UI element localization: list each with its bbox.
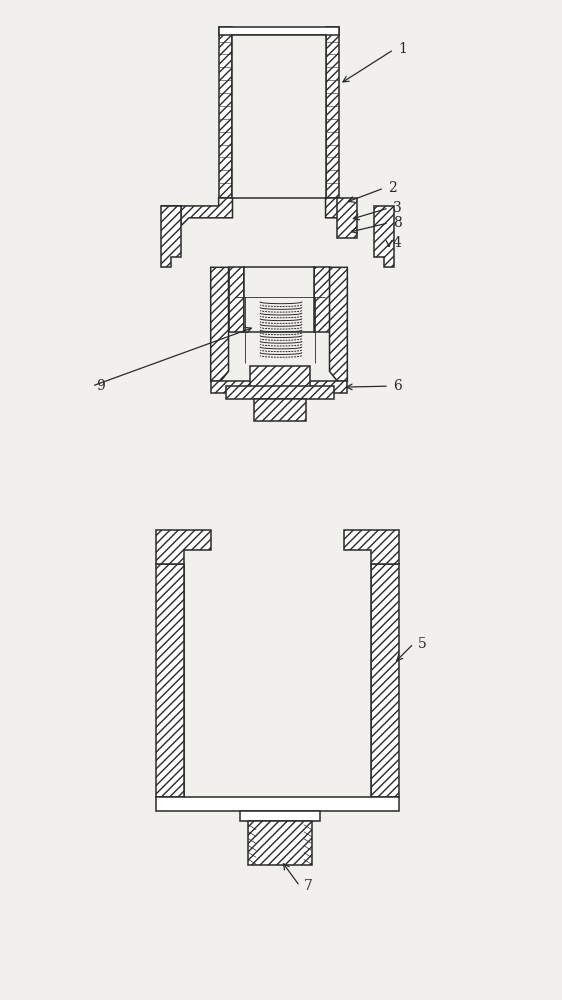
Polygon shape	[156, 797, 399, 811]
Text: 9: 9	[96, 379, 105, 393]
Polygon shape	[325, 27, 339, 198]
Polygon shape	[345, 530, 399, 564]
Polygon shape	[161, 206, 181, 267]
Text: 3: 3	[393, 201, 402, 215]
Bar	[219, 27, 339, 35]
Bar	[254, 399, 306, 421]
Text: 6: 6	[393, 379, 402, 393]
Text: 5: 5	[418, 637, 427, 651]
Text: 8: 8	[393, 216, 402, 230]
Text: 7: 7	[304, 879, 312, 893]
Polygon shape	[229, 267, 244, 332]
Bar	[250, 366, 310, 391]
Polygon shape	[371, 564, 399, 797]
Polygon shape	[156, 564, 184, 797]
Text: 2: 2	[388, 181, 397, 195]
Polygon shape	[211, 267, 229, 381]
Polygon shape	[248, 821, 312, 865]
Polygon shape	[161, 198, 233, 226]
Polygon shape	[314, 267, 329, 332]
Text: 4: 4	[393, 236, 402, 250]
Polygon shape	[241, 811, 320, 821]
Polygon shape	[225, 386, 334, 399]
Polygon shape	[337, 198, 357, 238]
Polygon shape	[156, 530, 211, 564]
Polygon shape	[219, 27, 233, 198]
Bar	[233, 35, 325, 198]
Polygon shape	[329, 267, 347, 381]
Polygon shape	[325, 198, 351, 218]
Bar	[244, 267, 314, 332]
Polygon shape	[374, 206, 394, 267]
Text: 1: 1	[398, 42, 407, 56]
Polygon shape	[211, 381, 347, 393]
